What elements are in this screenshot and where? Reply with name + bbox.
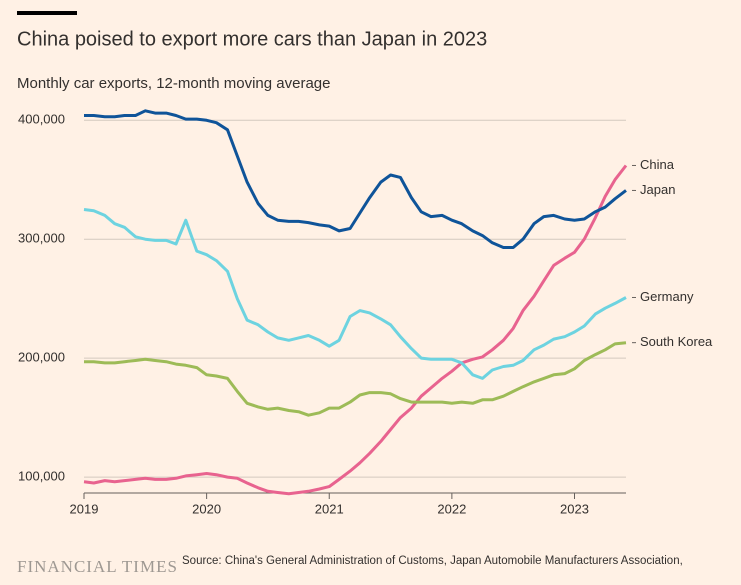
series-line (83, 164, 628, 496)
y-tick-label: 300,000 (18, 231, 65, 246)
series-label: Germany (640, 289, 694, 304)
series-line (83, 208, 627, 380)
y-tick-label: 200,000 (18, 350, 65, 365)
y-tick-label: 100,000 (18, 469, 65, 484)
x-tick-label: 2021 (315, 501, 344, 516)
header-bar (17, 11, 77, 15)
series-line (84, 109, 627, 249)
chart-subtitle: Monthly car exports, 12-month moving ave… (17, 75, 330, 92)
x-tick-label: 2022 (437, 501, 466, 516)
y-tick-label: 400,000 (18, 112, 65, 127)
series-line (84, 341, 627, 417)
chart-title: China poised to export more cars than Ja… (17, 28, 487, 50)
x-tick-label: 2023 (560, 501, 589, 516)
source: Source: China's General Administration o… (182, 555, 683, 567)
series-label: Japan (640, 182, 675, 197)
brand: FINANCIAL TIMES (17, 557, 178, 576)
x-tick-label: 2020 (192, 501, 221, 516)
series-label: South Korea (640, 334, 713, 349)
x-tick-label: 2019 (70, 501, 99, 516)
series-label: China (640, 157, 675, 172)
